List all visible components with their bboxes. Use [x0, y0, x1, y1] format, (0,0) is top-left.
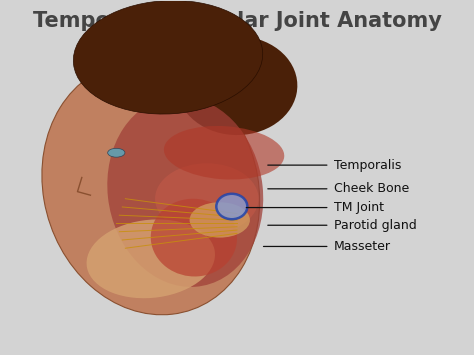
Circle shape — [216, 194, 247, 219]
Ellipse shape — [177, 36, 297, 135]
Text: TM Joint: TM Joint — [334, 201, 384, 214]
Ellipse shape — [107, 96, 263, 287]
Text: Temporomandibular Joint Anatomy: Temporomandibular Joint Anatomy — [33, 11, 441, 31]
Text: Cheek Bone: Cheek Bone — [334, 182, 409, 195]
Ellipse shape — [164, 126, 284, 180]
Text: Parotid gland: Parotid gland — [334, 219, 417, 232]
Text: Masseter: Masseter — [334, 240, 391, 253]
Ellipse shape — [42, 61, 260, 315]
Ellipse shape — [155, 163, 258, 234]
Ellipse shape — [73, 0, 263, 114]
Ellipse shape — [151, 199, 237, 277]
Ellipse shape — [108, 148, 125, 157]
Ellipse shape — [190, 202, 250, 237]
Text: Temporalis: Temporalis — [334, 159, 401, 171]
Ellipse shape — [87, 219, 215, 298]
